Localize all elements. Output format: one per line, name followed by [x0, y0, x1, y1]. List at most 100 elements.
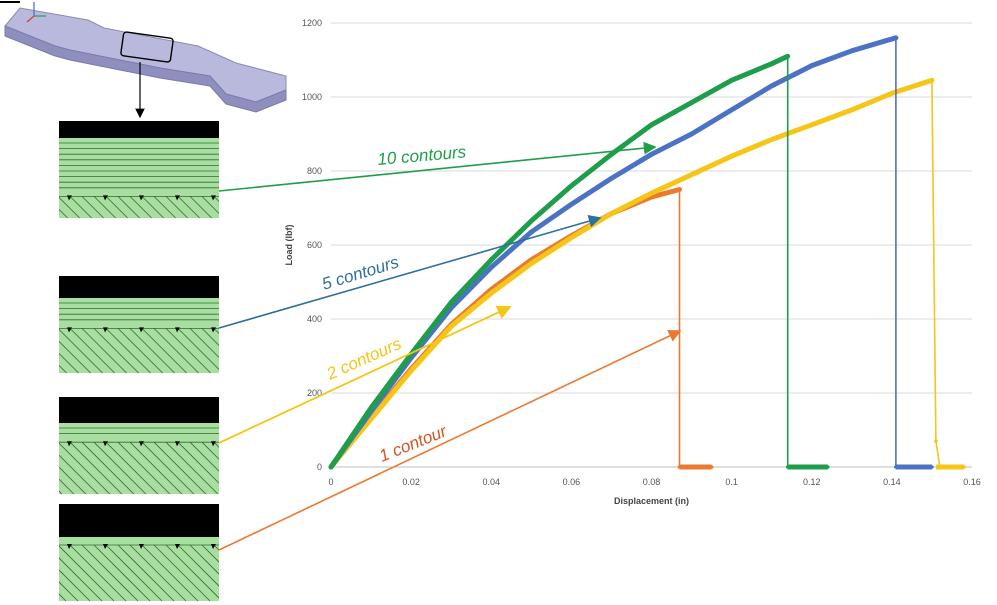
black-band	[59, 276, 219, 298]
data-point	[369, 417, 373, 421]
hatch-line	[105, 196, 128, 219]
x-tick-labels: 0 0.02 0.04 0.06 0.08 0.1 0.12 0.14 0.16	[328, 477, 980, 487]
hatch-line	[141, 196, 164, 219]
hatch-line	[0, 328, 31, 373]
hatch-line	[69, 328, 115, 374]
hatch-line	[93, 328, 139, 374]
hatch-line	[165, 328, 211, 374]
x-tick-label: 0.14	[883, 477, 901, 487]
series-drop-1-contour	[678, 189, 712, 468]
inset-1-contour	[0, 504, 330, 602]
void-triangle	[67, 441, 72, 447]
data-point	[785, 465, 790, 469]
inset-2-contours	[0, 397, 290, 495]
chart-grid	[331, 22, 972, 468]
hatch-line	[238, 545, 294, 601]
void-triangle	[175, 441, 180, 447]
hatch-line	[0, 442, 38, 494]
data-point	[930, 465, 934, 469]
hatch-line	[226, 196, 248, 218]
y-tick-label: 1000	[302, 92, 322, 102]
hatch-line	[165, 196, 188, 219]
hatch-line	[117, 544, 175, 602]
hatch-line	[0, 196, 20, 218]
hatch-line	[213, 441, 219, 448]
hatch-line	[59, 328, 103, 374]
hatch-line	[22, 196, 44, 218]
hatch-line	[177, 441, 219, 484]
raster-hatch	[0, 196, 308, 219]
hatch-line	[59, 442, 111, 495]
hatch-line	[286, 196, 308, 218]
data-point	[785, 54, 790, 59]
hatch-line	[105, 441, 159, 495]
series-line-1-contour	[328, 187, 682, 470]
hatch-line	[274, 196, 296, 218]
void-triangle	[175, 544, 180, 549]
hatch-line	[189, 441, 219, 472]
hatch-line	[226, 442, 278, 494]
hatch-line	[59, 581, 79, 602]
hatch-line	[0, 196, 8, 218]
hatch-line	[81, 196, 104, 219]
hatch-line	[177, 544, 219, 587]
hatch-line	[189, 544, 219, 575]
void-triangle	[103, 544, 108, 549]
hatch-line	[59, 196, 80, 219]
black-band	[59, 504, 219, 537]
data-point	[729, 78, 734, 83]
hatch-line	[165, 441, 219, 495]
hatch-line	[177, 328, 219, 370]
hatch-line	[141, 328, 187, 374]
hatch-line	[201, 196, 219, 214]
data-point	[569, 202, 574, 207]
hatch-line	[105, 544, 163, 602]
data-point	[489, 258, 494, 262]
hatch-line	[213, 544, 219, 551]
data-point	[569, 184, 574, 188]
annotation-1-contour: 1 contour	[376, 421, 450, 466]
data-point	[529, 230, 534, 234]
data-point	[809, 63, 814, 68]
raster-hatch	[0, 544, 330, 602]
hatch-line	[274, 545, 330, 601]
void-triangle	[139, 441, 144, 447]
void-triangle	[211, 195, 216, 201]
hatch-line	[238, 442, 290, 494]
void-triangle	[211, 327, 216, 333]
data-point	[894, 36, 898, 40]
series-drop-5-contours	[895, 37, 932, 468]
series-drop-2-contours	[931, 80, 964, 468]
annotation-10-contours: 10 contours	[377, 142, 468, 169]
specimen-front-face	[4, 25, 287, 113]
hatch-line	[213, 196, 219, 202]
hatch-line	[0, 545, 18, 601]
data-point	[930, 78, 934, 83]
data-point	[729, 108, 734, 112]
hatch-line	[262, 328, 307, 373]
hatch-line	[105, 328, 151, 374]
hatch-line	[141, 544, 199, 602]
x-tick-label: 0.16	[963, 477, 981, 487]
hatch-line	[201, 544, 219, 563]
y-tick-label: 200	[307, 388, 322, 398]
y-tick-label: 0	[317, 462, 322, 472]
void-triangle	[211, 544, 216, 549]
hatch-line	[129, 196, 152, 219]
hatch-line	[129, 441, 183, 495]
hatch-line	[59, 478, 75, 495]
x-tick-label: 0.06	[563, 477, 581, 487]
data-point	[769, 84, 774, 88]
hatch-line	[189, 196, 212, 219]
hatch-line	[262, 196, 284, 218]
hatch-line	[59, 545, 115, 602]
hatch-line	[81, 544, 139, 602]
data-point	[809, 122, 814, 127]
data-point	[689, 100, 694, 105]
data-point	[529, 261, 534, 266]
hatch-line	[250, 196, 272, 218]
callout-arrow-1-contour	[218, 330, 682, 551]
hatch-line	[153, 328, 199, 374]
hatch-line	[201, 441, 219, 460]
hatch-line	[153, 544, 211, 602]
